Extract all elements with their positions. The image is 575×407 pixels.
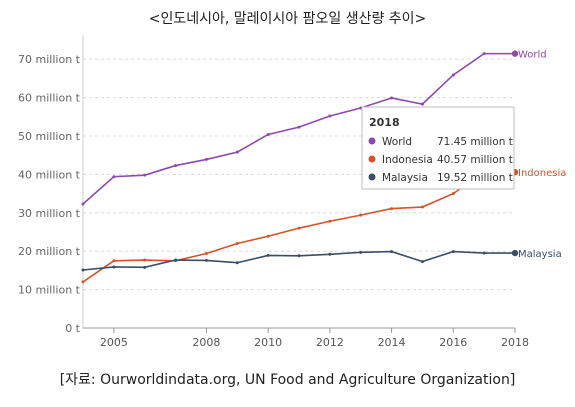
x-tick-label: 2012 [316, 336, 344, 349]
y-axis-ticks: 0 t 10 million t 20 million t 30 million t 4… [18, 53, 81, 335]
data-point-world [451, 73, 455, 77]
data-point-malaysia [204, 258, 208, 262]
tooltip-series-value: 71.45 million t [437, 136, 513, 148]
data-point-indonesia [451, 192, 455, 196]
series-lines: World Indonesia Malaysia [81, 50, 566, 284]
data-point-world [359, 106, 363, 110]
data-point-indonesia [266, 234, 270, 238]
y-tick-label: 70 million t [18, 53, 81, 66]
tooltip-series-name: Indonesia [382, 154, 433, 166]
y-tick-label: 50 million t [18, 130, 81, 143]
data-point-world [112, 175, 116, 179]
data-point-malaysia [143, 265, 147, 269]
data-point-indonesia [297, 226, 301, 230]
x-tick-label: 2018 [501, 336, 529, 349]
tooltip-box [361, 106, 515, 190]
data-point-world [81, 202, 85, 206]
data-point-world [174, 164, 178, 168]
tooltip-series-value: 40.57 million t [437, 154, 513, 166]
data-point-indonesia [328, 219, 332, 223]
tooltip-swatch [368, 173, 376, 181]
data-point-malaysia [297, 254, 301, 258]
data-point-world [204, 157, 208, 161]
source-note: [자료: Ourworldindata.org, UN Food and Agr… [59, 372, 516, 388]
y-tick-label: 30 million t [18, 207, 81, 220]
endpoint-marker-malaysia [511, 249, 519, 257]
data-point-indonesia [112, 259, 116, 263]
end-label-malaysia: Malaysia [518, 249, 562, 260]
data-point-world [420, 102, 424, 106]
data-point-malaysia [112, 265, 116, 269]
x-tick-label: 2010 [254, 336, 282, 349]
tooltip-series-name: World [382, 136, 412, 148]
data-point-indonesia [390, 207, 394, 211]
data-point-world [297, 125, 301, 129]
tooltip-series-value: 19.52 million t [437, 172, 513, 184]
x-axis-ticks: 2005 2008 2010 2012 2014 2016 2018 [83, 327, 529, 349]
data-point-malaysia [235, 261, 239, 265]
end-label-indonesia: Indonesia [518, 168, 566, 179]
data-point-malaysia [81, 268, 85, 272]
tooltip-swatch [368, 155, 376, 163]
data-point-malaysia [451, 250, 455, 254]
data-point-malaysia [174, 258, 178, 262]
tooltip-swatch [368, 137, 376, 145]
y-tick-label: 10 million t [18, 284, 81, 297]
endpoint-marker-world [511, 50, 519, 57]
data-point-indonesia [81, 280, 85, 284]
tooltip-year: 2018 [369, 116, 400, 129]
data-point-world [482, 52, 486, 56]
y-tick-label: 60 million t [18, 92, 81, 105]
data-point-malaysia [266, 253, 270, 257]
data-point-malaysia [420, 260, 424, 264]
data-point-malaysia [390, 250, 394, 254]
data-point-world [328, 114, 332, 118]
y-tick-label: 40 million t [18, 168, 81, 181]
data-point-indonesia [143, 258, 147, 262]
data-point-world [235, 150, 239, 154]
data-point-malaysia [328, 252, 332, 256]
data-point-indonesia [235, 242, 239, 246]
x-tick-label: 2008 [192, 336, 220, 349]
palm-oil-line-chart: 0 t 10 million t 20 million t 30 million t 4… [18, 35, 566, 349]
x-tick-label: 2016 [439, 336, 467, 349]
data-point-world [390, 96, 394, 100]
x-tick-label: 2005 [100, 336, 128, 349]
data-point-indonesia [420, 205, 424, 209]
data-point-world [266, 132, 270, 136]
tooltip: 2018 World 71.45 million t Indonesia 40.57 m… [361, 106, 515, 190]
data-point-indonesia [204, 252, 208, 256]
y-tick-label: 0 t [65, 322, 80, 335]
data-point-indonesia [359, 213, 363, 217]
end-label-world: World [518, 50, 547, 61]
data-point-world [143, 173, 147, 177]
data-point-malaysia [359, 250, 363, 254]
tooltip-series-name: Malaysia [382, 172, 428, 184]
y-tick-label: 20 million t [18, 245, 81, 258]
data-point-malaysia [482, 251, 486, 255]
x-tick-label: 2014 [378, 336, 406, 349]
chart-title: <인도네시아, 말레이시아 팜오일 생산량 추이> [148, 11, 427, 27]
